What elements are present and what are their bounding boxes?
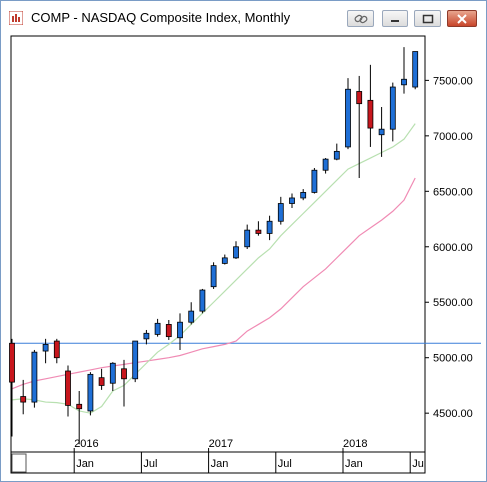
candle-up: [210, 265, 217, 288]
link-button[interactable]: [347, 10, 374, 27]
candle-up: [289, 197, 295, 204]
plot-frame: [10, 35, 426, 453]
candle-up: [412, 51, 419, 88]
candle-up: [266, 220, 273, 234]
candle-up: [401, 78, 407, 86]
candle-up: [109, 362, 116, 384]
candle-down: [76, 403, 83, 410]
x-month-label: Jul: [412, 458, 426, 470]
candle-up: [87, 373, 94, 412]
x-month-label: Jan: [211, 458, 229, 470]
chain-link-icon: [354, 14, 367, 23]
y-tick-label: 7500.00: [433, 75, 473, 87]
x-month-label: Jul: [143, 458, 157, 470]
y-tick-label: 6500.00: [433, 186, 473, 198]
candle-up: [300, 192, 307, 199]
candle-up: [233, 246, 239, 259]
candle-up: [154, 322, 161, 335]
y-tick-label: 5500.00: [433, 297, 473, 309]
candle-down: [20, 396, 27, 403]
candle-up: [322, 158, 329, 171]
minimize-button[interactable]: [382, 10, 408, 27]
x-year-label: 2017: [209, 438, 233, 450]
close-icon: [457, 13, 467, 24]
x-month-label: Jul: [278, 458, 292, 470]
time-axis-frame: [10, 451, 426, 474]
maximize-button[interactable]: [414, 10, 441, 27]
candle-up: [143, 332, 150, 340]
axis-corner-box: [11, 453, 27, 473]
candle-down: [356, 91, 363, 105]
app-chart-icon: [9, 11, 23, 25]
candle-down: [53, 340, 60, 359]
chart-area[interactable]: 4500.00 5000.00 5500.00 6000.00 6500.00 7000.…: [9, 34, 481, 474]
candle-down: [255, 229, 262, 234]
y-tick-label: 6000.00: [433, 242, 473, 254]
candle-up: [132, 340, 139, 380]
ma-long-line: [11, 177, 416, 390]
title-bar[interactable]: COMP - NASDAQ Composite Index, Monthly: [1, 1, 486, 34]
candle-up: [31, 351, 38, 403]
candle-up: [277, 203, 284, 222]
candle-up: [333, 150, 340, 160]
candlestick-chart[interactable]: 4500.00 5000.00 5500.00 6000.00 6500.00 7000.…: [9, 34, 481, 474]
candle-up: [221, 257, 228, 264]
candle-down: [9, 342, 15, 383]
candle-down: [65, 370, 71, 406]
x-year-label: 2018: [343, 438, 367, 450]
candle-up: [345, 88, 351, 148]
candle-up: [244, 229, 251, 248]
candle-up: [311, 169, 318, 193]
candle-up: [389, 86, 396, 130]
x-year-label: 2016: [74, 438, 98, 450]
y-tick-label: 5000.00: [433, 353, 473, 365]
x-month-label: Jan: [345, 458, 363, 470]
candle-down: [121, 368, 127, 380]
y-tick-label: 4500.00: [433, 408, 473, 420]
minimize-icon: [391, 19, 399, 22]
candle-down: [98, 377, 105, 386]
x-month-label: Jan: [76, 458, 94, 470]
close-button[interactable]: [447, 10, 477, 27]
candle-up: [378, 128, 385, 136]
candle-up: [42, 343, 49, 352]
maximize-icon: [422, 14, 433, 23]
candle-down: [165, 324, 172, 338]
candle-up: [177, 321, 183, 339]
window-title: COMP - NASDAQ Composite Index, Monthly: [31, 10, 291, 25]
candle-up: [188, 310, 195, 323]
y-tick-label: 7000.00: [433, 131, 473, 143]
candle-up: [199, 289, 206, 312]
candle-down: [367, 99, 374, 129]
